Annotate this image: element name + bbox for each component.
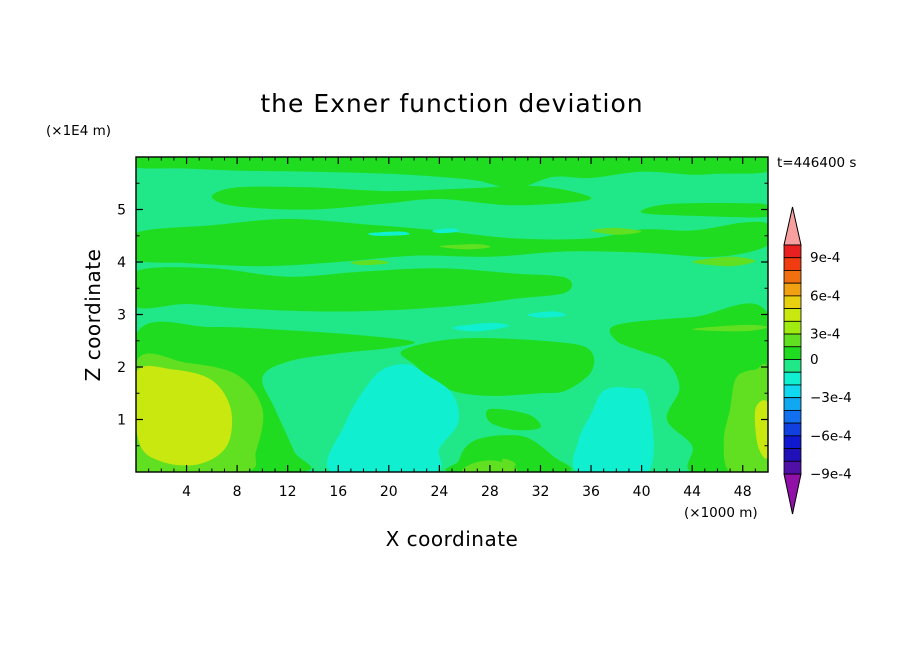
time-label: t=446400 s — [777, 155, 856, 171]
contour-region-slightly_negative — [451, 322, 510, 332]
chart-title: the Exner function deviation — [260, 89, 643, 118]
colorbar-band — [783, 270, 802, 284]
contour-regions — [136, 157, 768, 472]
colorbar-band — [783, 384, 802, 399]
x-axis-label: X coordinate — [386, 527, 519, 551]
contour-region-slightly_negative — [368, 231, 410, 236]
colorbar-band — [783, 346, 802, 360]
colorbar-top-arrow — [783, 206, 802, 246]
x-tick-label: 8 — [233, 484, 242, 500]
colorbar-tick-label: 9e-4 — [810, 250, 840, 266]
colorbar-tick-label: 0 — [810, 352, 819, 368]
colorbar-band — [783, 295, 802, 310]
colorbar-band — [783, 448, 802, 462]
colorbar-band — [783, 359, 802, 373]
x-tick-label: 16 — [329, 484, 347, 500]
x-unit-label: (×1000 m) — [684, 505, 758, 521]
x-tick-label: 12 — [279, 484, 297, 500]
contour-region-slightly_positive — [136, 157, 768, 189]
y-axis-label: Z coordinate — [81, 249, 105, 382]
contour-region-positive — [692, 256, 756, 267]
y-axis: 1 2 3 4 5 — [117, 182, 768, 447]
colorbar-band — [783, 320, 802, 335]
y-tick-label: 4 — [117, 255, 126, 271]
y-tick-label: 5 — [117, 203, 126, 219]
x-axis: 4 8 12 16 20 24 28 32 36 40 44 48 — [148, 157, 756, 500]
x-tick-label: 44 — [683, 484, 701, 500]
colorbar-band — [783, 409, 802, 424]
contour-region-slightly_negative — [572, 387, 654, 472]
colorbar-band — [783, 460, 802, 475]
colorbar-band — [783, 308, 802, 322]
x-tick-label: 4 — [182, 484, 191, 500]
x-tick-label: 28 — [481, 484, 499, 500]
contour-region-slightly_positive — [136, 218, 768, 267]
contour-region-positive — [591, 227, 642, 235]
colorbar: 9e-4 6e-4 3e-4 0 −3e-4 −6e-4 −9e-4 — [783, 206, 852, 515]
colorbar-band — [783, 282, 802, 297]
contour-region-slightly_negative — [527, 311, 567, 318]
x-tick-label: 40 — [633, 484, 651, 500]
x-tick-label: 32 — [532, 484, 550, 500]
contour-region-slightly_positive — [400, 338, 595, 396]
y-tick-label: 2 — [117, 360, 126, 376]
colorbar-band — [783, 435, 802, 449]
colorbar-tick-label: −6e-4 — [810, 428, 852, 444]
colorbar-band — [783, 371, 802, 386]
colorbar-band — [783, 244, 802, 259]
x-tick-label: 24 — [430, 484, 448, 500]
colorbar-band — [783, 422, 802, 437]
colorbar-tick-label: 3e-4 — [810, 327, 840, 343]
colorbar-tick-label: 6e-4 — [810, 288, 840, 304]
colorbar-tick-label: −9e-4 — [810, 467, 852, 483]
y-tick-label: 3 — [117, 308, 126, 324]
contour-region-positive — [502, 458, 516, 468]
contour-region-positive — [350, 259, 390, 266]
colorbar-tick-label: −3e-4 — [810, 390, 852, 406]
contour-region-max_positive — [136, 365, 233, 466]
colorbar-band — [783, 333, 802, 348]
contour-region-slightly_negative — [432, 228, 459, 234]
y-unit-label: (×1E4 m) — [46, 123, 111, 139]
colorbar-band — [783, 257, 802, 271]
contour-region-slightly_negative — [326, 364, 459, 472]
contour-region-slightly_positive — [136, 267, 573, 312]
colorbar-bottom-arrow — [783, 473, 802, 515]
x-tick-label: 36 — [582, 484, 600, 500]
contour-region-positive — [439, 244, 491, 250]
contour-region-slightly_positive — [640, 203, 768, 218]
contour-region-max_positive — [754, 400, 768, 459]
contour-region-slightly_positive — [485, 408, 541, 431]
colorbar-band — [783, 397, 802, 411]
contour-region-positive — [692, 324, 768, 332]
x-tick-label: 20 — [380, 484, 398, 500]
y-tick-label: 1 — [117, 413, 126, 429]
x-tick-label: 48 — [734, 484, 752, 500]
plot-area — [135, 156, 769, 473]
contour-region-slightly_positive — [211, 185, 592, 210]
contour-region-positive — [723, 363, 768, 472]
